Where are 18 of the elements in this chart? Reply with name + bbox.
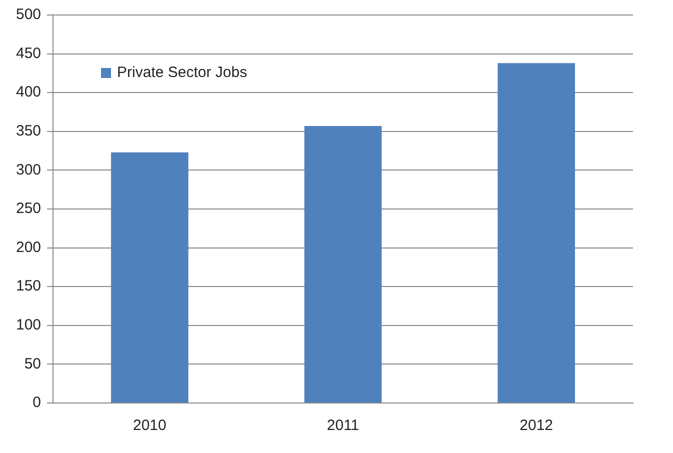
- y-tick-label: 150: [16, 278, 42, 295]
- y-tick-label: 500: [16, 6, 42, 24]
- x-tick-label: 2012: [520, 417, 554, 434]
- y-tick-label: 200: [16, 238, 42, 256]
- legend-label: Private Sector Jobs: [117, 64, 248, 82]
- y-tick-label: 300: [16, 161, 42, 178]
- bar: [111, 152, 188, 402]
- y-tick-label: 100: [16, 316, 42, 334]
- y-tick-label: 450: [16, 44, 42, 62]
- y-tick-label: 0: [32, 394, 42, 412]
- bar: [498, 63, 576, 402]
- x-tick-label: 2011: [326, 417, 360, 434]
- y-tick-label: 50: [24, 355, 42, 372]
- bar: [304, 126, 382, 402]
- y-tick-label: 400: [16, 84, 42, 101]
- y-tick-label: 350: [16, 122, 42, 140]
- y-tick-label: 250: [16, 200, 42, 218]
- x-tick-label: 2010: [133, 417, 166, 434]
